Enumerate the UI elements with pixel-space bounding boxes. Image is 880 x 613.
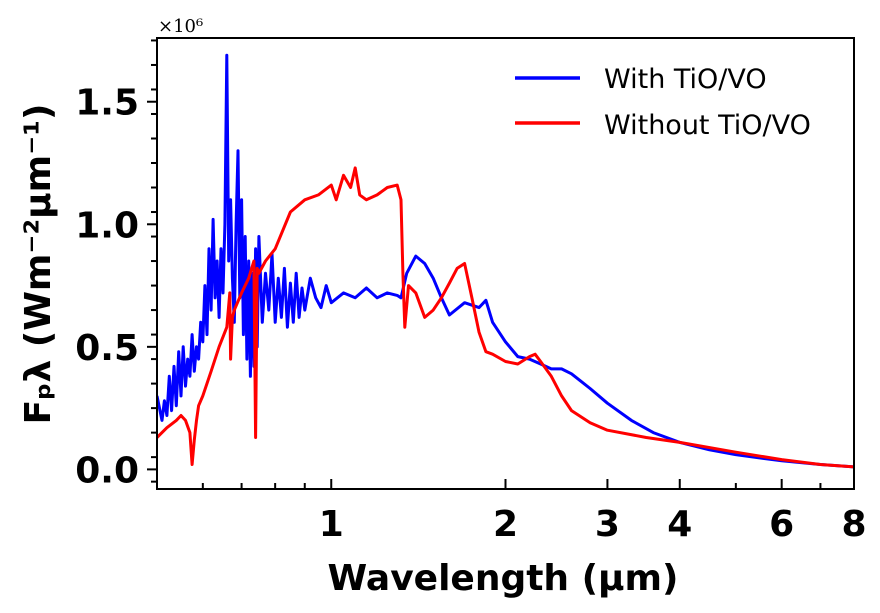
x-tick-label: 4 <box>667 504 692 545</box>
legend-label-with-tiovo: With TiO/VO <box>604 64 767 95</box>
legend-label-without-tiovo: Without TiO/VO <box>604 110 811 141</box>
y-tick-label: 1.5 <box>75 83 139 124</box>
x-axis-label: Wavelength (μm) <box>327 558 678 599</box>
plot-frame <box>156 37 855 490</box>
y-tick-label: 0.0 <box>75 450 139 491</box>
x-tick-label: 6 <box>769 504 794 545</box>
x-tick-label: 8 <box>841 504 866 545</box>
x-tick-label: 2 <box>493 504 518 545</box>
x-tick-label: 1 <box>319 504 344 545</box>
series-line-with-tiovo <box>157 53 854 469</box>
x-tick-label: 3 <box>595 504 620 545</box>
legend: With TiO/VO Without TiO/VO <box>515 64 811 141</box>
series-layer <box>157 53 854 469</box>
series-line-without-tiovo <box>157 166 854 469</box>
y-tick-label: 0.5 <box>75 328 139 369</box>
ticks-layer: 1 2 3 4 6 8 0.0 0.5 1.0 1.5 <box>75 39 867 545</box>
y-tick-label: 1.0 <box>75 205 139 246</box>
y-axis-label: Fₚλ (Wm⁻²μm⁻¹) <box>18 104 59 425</box>
y-multiplier: ×10⁶ <box>158 16 203 37</box>
